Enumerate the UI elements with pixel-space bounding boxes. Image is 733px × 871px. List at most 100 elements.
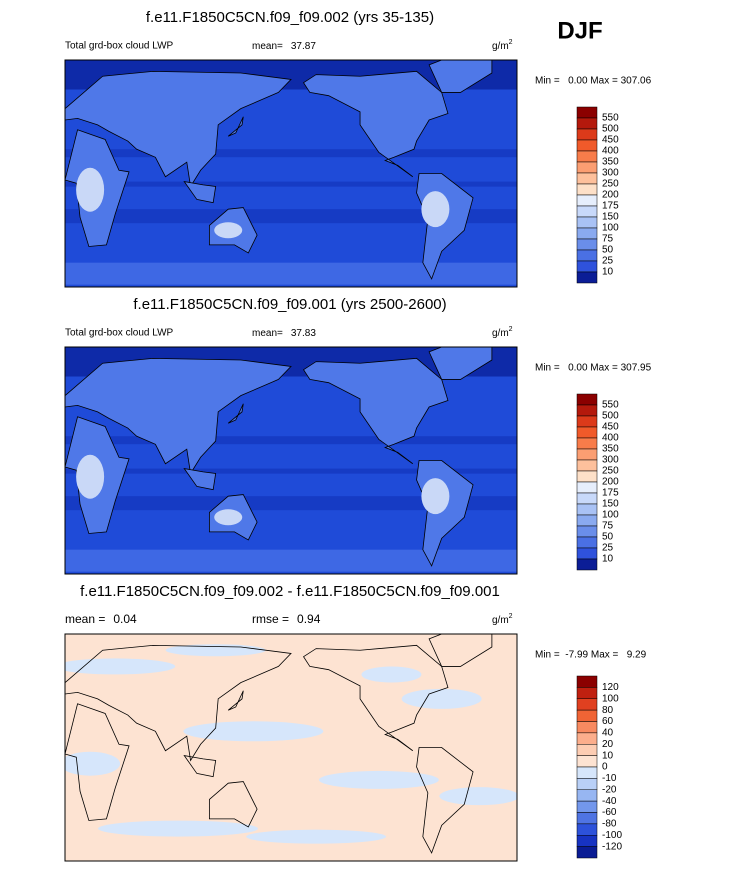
coastline bbox=[227, 690, 244, 711]
colorbar-box bbox=[576, 128, 598, 141]
field-label: Total grd-box cloud LWP bbox=[65, 41, 174, 52]
cloud-band bbox=[65, 209, 517, 224]
colorbar-label: 20 bbox=[602, 739, 614, 750]
storm-track bbox=[65, 262, 517, 285]
colorbar-label: 200 bbox=[602, 477, 619, 488]
storm-track bbox=[65, 549, 517, 572]
coastline bbox=[303, 70, 449, 178]
colorbar-box bbox=[576, 139, 598, 152]
colorbar-label: -80 bbox=[602, 819, 617, 830]
mean-stat: mean= 37.87 bbox=[252, 41, 316, 52]
colorbar-label: 175 bbox=[602, 201, 619, 212]
colorbar-box bbox=[576, 812, 598, 825]
colorbar-box bbox=[576, 766, 598, 779]
coastline bbox=[208, 781, 258, 828]
colorbar-label: 550 bbox=[602, 400, 619, 411]
stat-label: rmse = bbox=[252, 612, 289, 626]
colorbar-label: 400 bbox=[602, 146, 619, 157]
colorbar-label: 80 bbox=[602, 705, 614, 716]
colorbar-box bbox=[576, 227, 598, 240]
coastline bbox=[303, 357, 449, 465]
colorbar-label: 250 bbox=[602, 466, 619, 477]
colorbar-box bbox=[576, 721, 598, 734]
colorbar-label: 50 bbox=[602, 532, 614, 543]
units-base: g/m bbox=[492, 41, 509, 52]
colorbar-label: 200 bbox=[602, 190, 619, 201]
anomaly-patch bbox=[401, 688, 482, 709]
dry-region bbox=[76, 454, 105, 499]
colorbar-label: 150 bbox=[602, 212, 619, 223]
min-max: Min = 0.00 Max = 307.06 bbox=[535, 76, 652, 87]
dry-region bbox=[76, 167, 105, 212]
dry-region bbox=[421, 478, 450, 515]
units-sup: 2 bbox=[509, 326, 513, 333]
colorbar-label: 350 bbox=[602, 157, 619, 168]
colorbar-box bbox=[576, 789, 598, 802]
colorbar-label: 25 bbox=[602, 256, 614, 267]
cloud-band bbox=[65, 181, 517, 187]
colorbar-label: 120 bbox=[602, 682, 619, 693]
colorbar-box bbox=[576, 404, 598, 417]
colorbar-box bbox=[576, 459, 598, 472]
mean-stat: mean= 37.83 bbox=[252, 328, 316, 339]
colorbar-label: 250 bbox=[602, 179, 619, 190]
colorbar-label: 50 bbox=[602, 245, 614, 256]
coastline bbox=[227, 403, 244, 424]
colorbar-box bbox=[576, 558, 598, 571]
units-base: g/m bbox=[492, 615, 509, 626]
colorbar-box bbox=[576, 238, 598, 251]
colorbar-box bbox=[576, 709, 598, 722]
colorbar-label: 450 bbox=[602, 422, 619, 433]
coastline bbox=[428, 347, 493, 380]
units-sup: 2 bbox=[509, 39, 513, 46]
colorbar-label: 40 bbox=[602, 728, 614, 739]
colorbar-label: -120 bbox=[602, 841, 622, 852]
colorbar-box bbox=[576, 271, 598, 284]
anomaly-patch bbox=[318, 770, 439, 789]
units-sup: 2 bbox=[509, 613, 513, 620]
colorbar-box bbox=[576, 525, 598, 538]
colorbar-label: -100 bbox=[602, 830, 622, 841]
stat-value: 37.83 bbox=[291, 328, 316, 339]
colorbar-box bbox=[576, 755, 598, 768]
colorbar-box bbox=[576, 698, 598, 711]
colorbar-box bbox=[576, 778, 598, 790]
colorbar-box bbox=[576, 835, 598, 847]
colorbar-label: 150 bbox=[602, 499, 619, 510]
panel: f.e11.F1850C5CN.f09_f09.001 (yrs 2500-26… bbox=[64, 296, 652, 575]
anomaly-patch bbox=[98, 820, 258, 837]
coastline bbox=[183, 468, 217, 491]
colorbar-label: 450 bbox=[602, 135, 619, 146]
colorbar-box bbox=[576, 172, 598, 185]
colorbar-label: 100 bbox=[602, 510, 619, 521]
coastline bbox=[428, 60, 493, 93]
units-base: g/m bbox=[492, 328, 509, 339]
colorbar-box bbox=[576, 117, 598, 130]
colorbar-box bbox=[576, 675, 598, 688]
colorbar-label: -60 bbox=[602, 807, 617, 818]
anomaly-patch bbox=[361, 666, 422, 683]
cloud-band bbox=[65, 496, 517, 511]
colorbar-label: 75 bbox=[602, 521, 614, 532]
dry-region bbox=[214, 509, 243, 526]
stat-value: 37.87 bbox=[291, 41, 316, 52]
colorbar-label: -10 bbox=[602, 773, 617, 784]
panel-title: f.e11.F1850C5CN.f09_f09.001 (yrs 2500-26… bbox=[133, 296, 446, 313]
dry-region bbox=[214, 222, 243, 239]
colorbar-label: -20 bbox=[602, 784, 617, 795]
anomaly-patch bbox=[65, 658, 176, 675]
rmse-stat: rmse = 0.94 bbox=[252, 612, 321, 626]
colorbar-label: 60 bbox=[602, 716, 614, 727]
coastline bbox=[227, 116, 244, 137]
colorbar-box bbox=[576, 205, 598, 218]
colorbar-box bbox=[576, 492, 598, 505]
colorbar-box bbox=[576, 150, 598, 163]
colorbar-box bbox=[576, 106, 598, 119]
map-frame bbox=[64, 633, 518, 862]
colorbar-box bbox=[576, 393, 598, 406]
map bbox=[65, 60, 517, 287]
colorbar-label: 75 bbox=[602, 234, 614, 245]
map bbox=[65, 634, 517, 861]
units: g/m2 bbox=[492, 39, 513, 52]
